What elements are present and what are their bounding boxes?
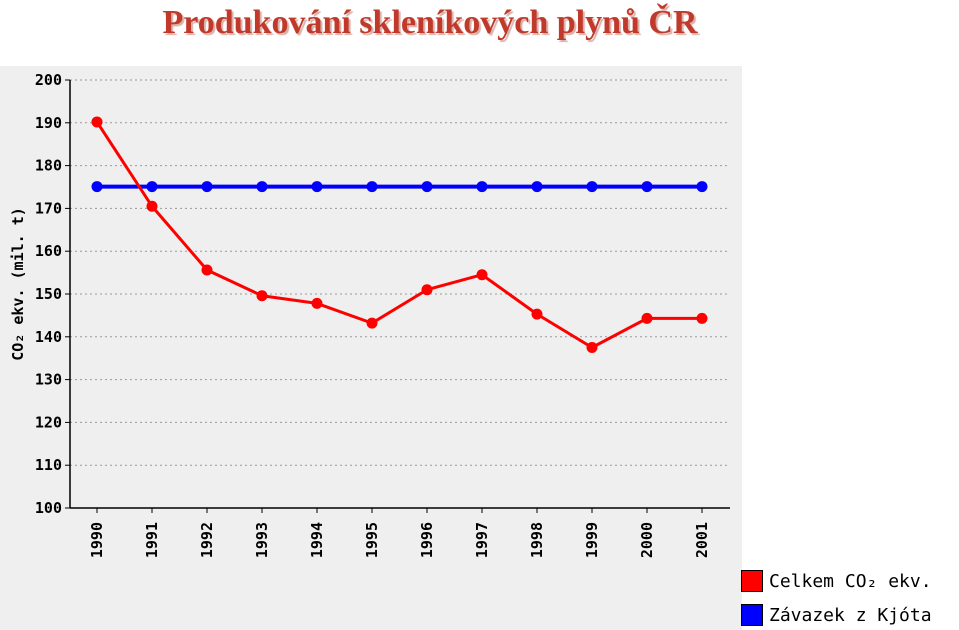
data-point — [91, 181, 103, 193]
y-tick-label: 200 — [35, 71, 62, 89]
x-tick-label: 1993 — [253, 522, 271, 558]
series-line — [95, 121, 702, 349]
y-axis-label: CO₂ ekv. (mil. t) — [9, 207, 27, 361]
data-point — [256, 290, 268, 302]
x-tick-label: 1992 — [198, 522, 216, 558]
y-tick-label: 190 — [35, 114, 62, 132]
legend-item-zavazek: Závazek z Kjóta — [741, 604, 932, 626]
data-point — [531, 181, 543, 193]
y-tick-label: 100 — [35, 499, 62, 517]
x-tick-label: 1999 — [583, 522, 601, 558]
data-point — [256, 181, 268, 193]
data-point — [146, 181, 158, 193]
data-point — [531, 308, 543, 320]
data-point — [366, 317, 378, 329]
data-point — [641, 312, 653, 324]
y-tick-label: 140 — [35, 328, 62, 346]
chart-title: Produkování skleníkových plynů ČR — [162, 4, 698, 41]
x-tick-label: 1991 — [143, 522, 161, 558]
data-point — [476, 269, 488, 281]
data-point — [201, 181, 213, 193]
data-point — [586, 181, 598, 193]
x-tick-label: 1994 — [308, 522, 326, 558]
data-point — [696, 312, 708, 324]
data-point — [696, 181, 708, 193]
data-point — [421, 181, 433, 193]
x-tick-label: 1995 — [363, 522, 381, 558]
y-tick-label: 130 — [35, 371, 62, 389]
x-tick-label: 2000 — [638, 522, 656, 558]
y-tick-label: 120 — [35, 413, 62, 431]
legend-label: Celkem CO₂ ekv. — [769, 570, 932, 592]
y-tick-label: 170 — [35, 199, 62, 217]
data-point — [641, 181, 653, 193]
data-point — [311, 181, 323, 193]
y-tick-label: 180 — [35, 157, 62, 175]
data-point — [146, 200, 158, 212]
x-tick-label: 1998 — [528, 522, 546, 558]
data-point — [201, 264, 213, 276]
x-tick-label: 1996 — [418, 522, 436, 558]
data-point — [91, 116, 103, 128]
y-tick-label: 110 — [35, 456, 62, 474]
data-point — [421, 284, 433, 296]
y-tick-label: 160 — [35, 242, 62, 260]
legend-swatch-red — [741, 570, 763, 592]
x-tick-label: 2001 — [693, 522, 711, 558]
legend-item-celkem: Celkem CO₂ ekv. — [741, 570, 932, 592]
data-point — [311, 297, 323, 309]
x-tick-label: 1997 — [473, 522, 491, 558]
legend-swatch-blue — [741, 604, 763, 626]
data-point — [476, 181, 488, 193]
plot-background — [0, 66, 742, 630]
y-tick-label: 150 — [35, 285, 62, 303]
x-tick-label: 1990 — [88, 522, 106, 558]
data-point — [586, 342, 598, 353]
legend-label: Závazek z Kjóta — [769, 604, 932, 626]
data-point — [366, 181, 378, 193]
